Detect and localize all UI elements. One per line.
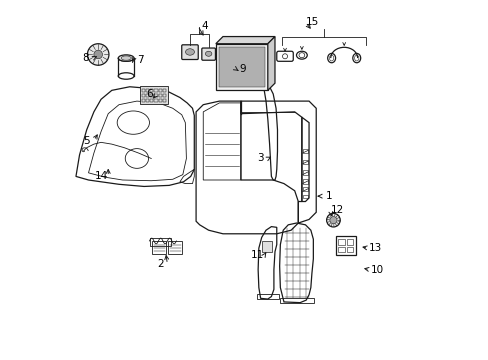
Bar [159,89,162,93]
Text: 14: 14 [94,171,107,181]
Bar [154,89,158,93]
Bar [337,247,344,252]
Bar [163,99,166,102]
Bar [302,170,308,175]
Bar [150,94,153,97]
Circle shape [329,217,336,224]
Text: 10: 10 [370,265,383,275]
Text: 11: 11 [250,250,263,260]
Bar [150,99,153,102]
Polygon shape [215,37,274,44]
Bar [163,89,166,93]
Bar [142,89,144,93]
Bar [337,239,344,244]
Bar [302,159,308,164]
FancyBboxPatch shape [140,86,168,104]
FancyBboxPatch shape [182,45,198,59]
Bar [302,187,308,192]
Ellipse shape [205,51,211,56]
Ellipse shape [185,49,194,55]
Bar [145,89,149,93]
Bar [346,239,352,244]
Text: 5: 5 [83,136,90,145]
Bar [142,99,144,102]
Bar [142,94,144,97]
Bar [218,46,264,87]
Bar [154,94,158,97]
Ellipse shape [326,213,340,227]
Bar [150,89,153,93]
Bar [215,44,267,90]
Text: 4: 4 [202,21,208,31]
Text: 1: 1 [325,191,331,201]
Text: 9: 9 [239,64,245,74]
Ellipse shape [118,55,134,61]
Bar [346,247,352,252]
Bar [261,241,272,252]
Bar [145,99,149,102]
Bar [302,179,308,184]
FancyBboxPatch shape [202,48,215,60]
Text: 7: 7 [137,55,143,65]
Text: 8: 8 [82,53,89,63]
Text: 13: 13 [368,243,381,253]
Bar [302,149,308,153]
Ellipse shape [121,56,131,60]
Bar [154,99,158,102]
Bar [145,94,149,97]
Bar [159,94,162,97]
Bar [159,99,162,102]
Text: 2: 2 [157,259,163,269]
Bar [302,195,308,198]
Circle shape [87,44,109,65]
Text: 3: 3 [257,153,264,163]
Polygon shape [267,37,274,90]
Text: 12: 12 [330,206,344,216]
Text: 6: 6 [146,89,152,99]
Text: 15: 15 [305,17,319,27]
Bar [163,94,166,97]
Circle shape [94,50,102,59]
